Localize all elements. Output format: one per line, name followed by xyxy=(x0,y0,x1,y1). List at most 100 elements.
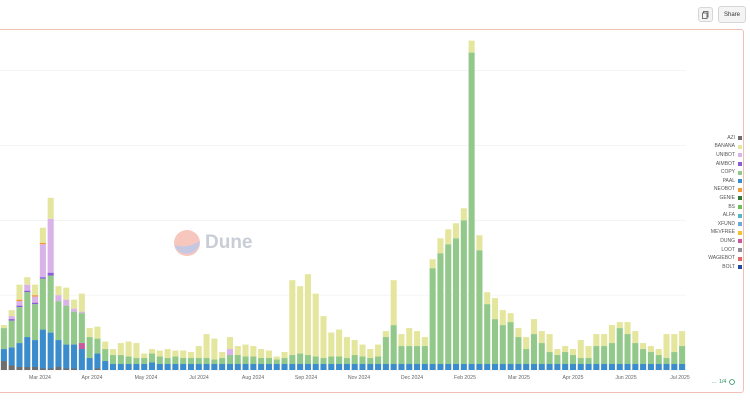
bar-segment-unibot[interactable] xyxy=(78,311,85,314)
bar-segment-paal[interactable] xyxy=(671,364,678,370)
bar-segment-banana[interactable] xyxy=(585,346,592,359)
bar-segment-paal[interactable] xyxy=(523,364,530,370)
bar-segment-copy[interactable] xyxy=(71,311,78,345)
bar-segment-copy[interactable] xyxy=(398,346,405,365)
bar-segment-banana[interactable] xyxy=(156,350,163,357)
bar-segment-banana[interactable] xyxy=(359,344,366,357)
bar-segment-copy[interactable] xyxy=(156,356,163,365)
bar-segment-banana[interactable] xyxy=(367,349,374,359)
bar-segment-copy[interactable] xyxy=(655,355,662,365)
bar-segment-copy[interactable] xyxy=(523,349,530,365)
bar-segment-copy[interactable] xyxy=(281,358,288,365)
bar-segment-copy[interactable] xyxy=(414,346,421,365)
bar-segment-copy[interactable] xyxy=(507,322,514,365)
bar-segment-paal[interactable] xyxy=(359,364,366,370)
bar-segment-banana[interactable] xyxy=(164,349,171,359)
bar-segment-banana[interactable] xyxy=(593,334,600,347)
bar-segment-copy[interactable] xyxy=(390,325,397,365)
bar-segment-banana[interactable] xyxy=(187,352,195,359)
bar-segment-paal[interactable] xyxy=(47,332,54,369)
bar-segment-banana[interactable] xyxy=(195,346,202,359)
bar-segment-neobot[interactable] xyxy=(32,295,39,297)
bar-segment-dung[interactable] xyxy=(78,343,85,350)
bar-segment-unibot[interactable] xyxy=(55,295,62,302)
bar-segment-paal[interactable] xyxy=(133,364,140,370)
bar-segment-copy[interactable] xyxy=(437,253,444,365)
bar-segment-banana[interactable] xyxy=(117,343,124,356)
legend-item-wagiebot[interactable]: WAGIEBOT xyxy=(692,254,742,263)
bar-segment-paal[interactable] xyxy=(632,364,639,370)
bar-segment-aimbot[interactable] xyxy=(8,319,15,321)
bar-segment-banana[interactable] xyxy=(421,337,428,347)
bar-segment-paal[interactable] xyxy=(452,364,460,370)
bar-segment-banana[interactable] xyxy=(133,343,140,359)
bar-segment-banana[interactable] xyxy=(601,334,608,347)
bar-segment-copy[interactable] xyxy=(63,305,70,345)
bar-segment-azi[interactable] xyxy=(0,361,7,370)
bar-segment-paal[interactable] xyxy=(281,364,288,370)
bar-segment-banana[interactable] xyxy=(616,322,623,329)
bar-segment-banana[interactable] xyxy=(499,310,506,326)
bar-segment-paal[interactable] xyxy=(624,364,631,370)
legend-item-azi[interactable]: AZI xyxy=(692,134,742,143)
bar-segment-banana[interactable] xyxy=(32,284,39,296)
bar-segment-banana[interactable] xyxy=(343,337,350,359)
bar-segment-banana[interactable] xyxy=(63,287,70,300)
bar-segment-banana[interactable] xyxy=(476,235,483,251)
bar-segment-paal[interactable] xyxy=(336,364,343,370)
bar-segment-unibot[interactable] xyxy=(16,301,23,306)
bar-segment-neobot[interactable] xyxy=(39,242,46,245)
bar-segment-copy[interactable] xyxy=(8,320,15,348)
bar-segment-banana[interactable] xyxy=(507,313,514,323)
bar-segment-azi[interactable] xyxy=(16,367,23,370)
bar-segment-paal[interactable] xyxy=(593,364,600,370)
legend-item-banana[interactable]: BANANA xyxy=(692,143,742,152)
bar-segment-copy[interactable] xyxy=(187,358,195,365)
bar-segment-copy[interactable] xyxy=(16,307,23,344)
bar-segment-paal[interactable] xyxy=(109,364,117,370)
bar-segment-azi[interactable] xyxy=(39,368,46,371)
legend-item-mevfree[interactable]: MEVFREE xyxy=(692,229,742,238)
bar-segment-copy[interactable] xyxy=(406,346,413,365)
bar-segment-copy[interactable] xyxy=(562,352,569,365)
bar-segment-copy[interactable] xyxy=(289,355,296,365)
bar-segment-copy[interactable] xyxy=(219,358,226,365)
bar-segment-copy[interactable] xyxy=(312,356,319,365)
bar-segment-paal[interactable] xyxy=(437,364,444,370)
bar-segment-copy[interactable] xyxy=(234,355,241,365)
bar-segment-paal[interactable] xyxy=(343,364,350,370)
bar-segment-azi[interactable] xyxy=(94,368,101,371)
legend-item-aimbot[interactable]: AIMBOT xyxy=(692,160,742,169)
bar-segment-copy[interactable] xyxy=(148,353,156,363)
bar-segment-paal[interactable] xyxy=(8,347,15,366)
bar-segment-banana[interactable] xyxy=(569,349,577,356)
bar-segment-banana[interactable] xyxy=(671,334,678,353)
bar-segment-copy[interactable] xyxy=(133,358,140,365)
bar-segment-aimbot[interactable] xyxy=(24,290,31,293)
bar-segment-paal[interactable] xyxy=(484,364,491,370)
bar-segment-banana[interactable] xyxy=(312,293,319,357)
bar-segment-paal[interactable] xyxy=(569,364,577,370)
legend-item-copy[interactable]: COPY xyxy=(692,168,742,177)
bar-segment-copy[interactable] xyxy=(258,358,265,365)
bar-segment-banana[interactable] xyxy=(375,344,382,357)
toggle-circle-icon[interactable] xyxy=(729,379,735,385)
bar-segment-copy[interactable] xyxy=(569,355,577,365)
bar-segment-banana[interactable] xyxy=(328,332,335,357)
bar-segment-paal[interactable] xyxy=(117,364,124,370)
bar-segment-copy[interactable] xyxy=(86,337,93,359)
bar-segment-paal[interactable] xyxy=(250,364,257,370)
copy-button[interactable] xyxy=(697,7,713,22)
bar-segment-banana[interactable] xyxy=(78,293,85,312)
bar-segment-banana[interactable] xyxy=(16,284,23,300)
bar-segment-banana[interactable] xyxy=(86,328,93,338)
bar-segment-copy[interactable] xyxy=(421,346,428,365)
bar-segment-banana[interactable] xyxy=(445,229,452,245)
bar-segment-azi[interactable] xyxy=(32,367,39,370)
bar-segment-copy[interactable] xyxy=(250,356,257,365)
bar-segment-copy[interactable] xyxy=(468,52,475,365)
bar-segment-banana[interactable] xyxy=(297,286,304,354)
bar-segment-banana[interactable] xyxy=(8,310,15,317)
bar-segment-paal[interactable] xyxy=(94,353,101,369)
bar-segment-paal[interactable] xyxy=(367,364,374,370)
